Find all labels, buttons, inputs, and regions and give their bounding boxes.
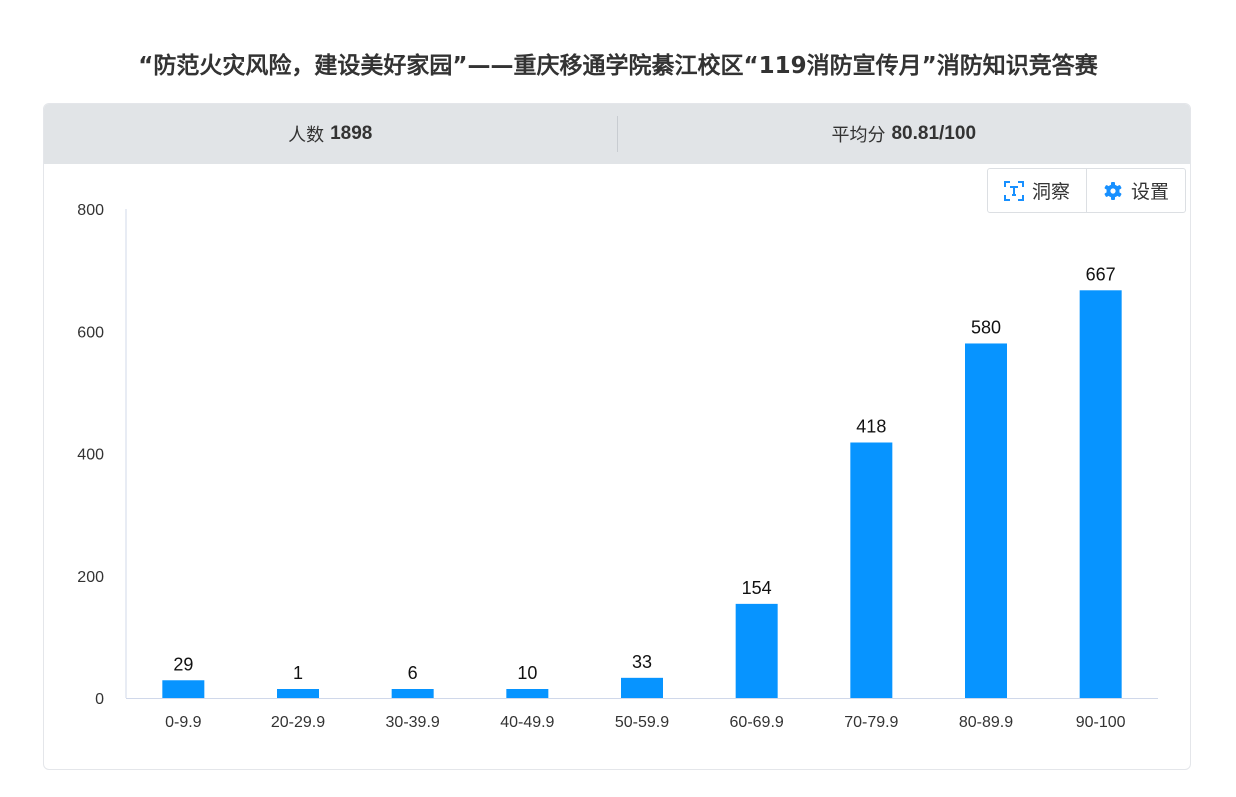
data-label: 10 <box>517 663 537 683</box>
bar[interactable] <box>850 442 893 698</box>
data-label: 6 <box>408 663 418 683</box>
insight-label: 洞察 <box>1031 181 1070 203</box>
bar[interactable] <box>162 680 205 698</box>
bar[interactable] <box>277 689 319 698</box>
settings-button[interactable]: 设置 <box>1085 169 1185 212</box>
stats-divider <box>616 116 618 152</box>
x-tick-label: 30-39.9 <box>386 714 440 731</box>
x-tick-label: 70-79.9 <box>844 714 898 731</box>
data-label: 154 <box>742 578 772 598</box>
x-tick-label: 20-29.9 <box>271 714 325 731</box>
text-recognition-icon <box>1003 180 1024 201</box>
page-title: “防范火灾风险，建设美好家园”——重庆移通学院綦江校区“119消防宣传月”消防知… <box>138 53 1098 79</box>
x-tick-label: 40-49.9 <box>500 714 554 731</box>
bar[interactable] <box>965 343 1007 698</box>
y-tick-label: 200 <box>77 569 104 586</box>
data-label: 29 <box>173 654 193 674</box>
data-label: 418 <box>856 416 886 436</box>
settings-label: 设置 <box>1130 181 1169 203</box>
count-value: 1898 <box>330 123 373 144</box>
y-tick-label: 0 <box>95 691 104 708</box>
insight-button[interactable]: 洞察 <box>988 169 1086 212</box>
x-tick-label: 60-69.9 <box>730 714 784 731</box>
chart-toolbar: 洞察 设置 <box>986 168 1186 213</box>
x-tick-label: 50-59.9 <box>615 714 669 731</box>
data-label: 1 <box>293 663 303 683</box>
gear-icon <box>1104 181 1122 200</box>
count-label: 人数 <box>288 125 325 146</box>
y-tick-label: 600 <box>77 324 104 341</box>
data-label: 580 <box>971 317 1001 337</box>
bar[interactable] <box>735 603 778 698</box>
x-tick-label: 90-100 <box>1076 714 1126 731</box>
count-stat: 人数 1898 <box>44 104 617 164</box>
bar[interactable] <box>506 689 549 698</box>
average-label: 平均分 <box>831 125 886 146</box>
x-tick-label: 0-9.9 <box>165 714 202 731</box>
average-stat: 平均分 80.81/100 <box>618 104 1191 164</box>
bar[interactable] <box>391 689 434 698</box>
bar[interactable] <box>1079 290 1122 698</box>
x-tick-label: 80-89.9 <box>959 714 1013 731</box>
average-value: 80.81/100 <box>891 123 977 144</box>
y-tick-label: 400 <box>77 447 104 464</box>
data-label: 33 <box>632 652 652 672</box>
data-label: 667 <box>1086 264 1116 284</box>
y-tick-label: 800 <box>77 202 104 219</box>
stats-bar: 人数 1898 平均分 80.81/100 <box>44 104 1190 164</box>
bar[interactable] <box>621 677 663 698</box>
